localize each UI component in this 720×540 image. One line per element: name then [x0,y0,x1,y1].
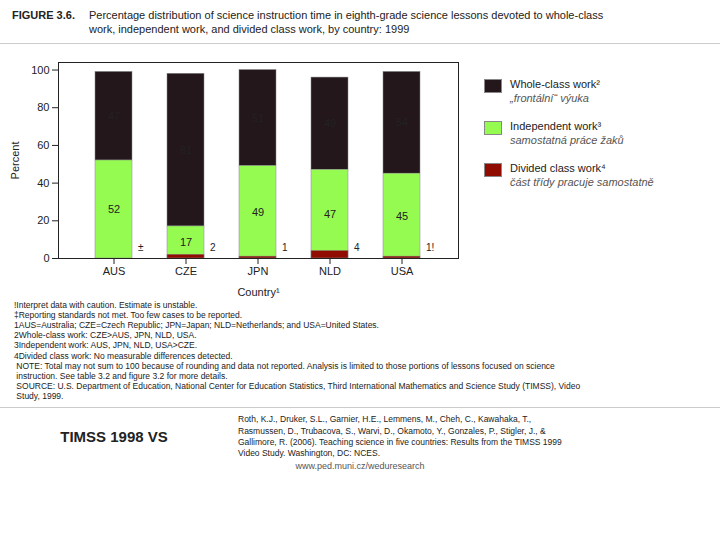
svg-text:NLD: NLD [319,265,341,277]
svg-text:Percent: Percent [9,141,21,179]
svg-text:45: 45 [396,209,408,221]
svg-text:80: 80 [37,101,49,113]
svg-text:USA: USA [391,265,414,277]
html-text:4Divided class work: No measur: 4Divided class work: No measurable diffe… [14,350,233,361]
html-text:FIGURE 3.6.: FIGURE 3.6. [12,9,75,21]
svg-text:54: 54 [396,116,408,128]
html-text:„frontální“ výuka: „frontální“ výuka [510,91,589,104]
html-text:Whole-class work²: Whole-class work² [510,77,600,90]
svg-text:52: 52 [108,203,120,215]
html-text:Roth, K.J., Druker, S.L., Garn: Roth, K.J., Druker, S.L., Garnier, H.E.,… [238,414,562,458]
svg-text:4: 4 [354,241,360,252]
svg-text:CZE: CZE [175,265,197,277]
html-text:instruction. See table 3.2 and: instruction. See table 3.2 and figure 3.… [14,370,228,381]
html-text:NOTE: Total may not sum to 100: NOTE: Total may not sum to 100 because o… [14,360,555,371]
svg-text:60: 60 [37,139,49,151]
svg-text:47: 47 [108,109,120,121]
html-text:Percentage distribution of sci: Percentage distribution of science instr… [89,9,604,36]
svg-text:1: 1 [282,241,288,252]
html-text:samostatná práce žaků: samostatná práce žaků [510,133,624,146]
html-text:Independent work³: Independent work³ [510,119,602,132]
html-text:‡Reporting standards not met.: ‡Reporting standards not met. Too few ca… [14,309,243,320]
svg-text:AUS: AUS [103,265,126,277]
html-text:1AUS=Australia; CZE=Czech Repu: 1AUS=Australia; CZE=Czech Republic; JPN=… [14,320,379,330]
html-text:3Independent work: AUS, JPN, N: 3Independent work: AUS, JPN, NLD, USA>CZ… [14,340,198,351]
svg-text:81: 81 [180,143,192,155]
svg-text:JPN: JPN [248,265,269,277]
html-text:Study, 1999.: Study, 1999. [14,391,64,402]
svg-text:49: 49 [252,205,264,217]
html-text:www.ped.muni.cz/weduresearch: www.ped.muni.cz/weduresearch [295,460,425,471]
svg-text:51: 51 [252,111,264,123]
svg-text:1!: 1! [426,241,434,252]
svg-text:17: 17 [180,236,192,248]
html-text:část třídy pracuje samostatně: část třídy pracuje samostatně [510,175,654,188]
html-text:Divided class work⁴: Divided class work⁴ [510,161,606,174]
svg-text:40: 40 [37,176,49,188]
html-text:TIMSS 1998 VS: TIMSS 1998 VS [60,428,168,446]
svg-text:±: ± [138,241,144,252]
svg-text:Country¹: Country¹ [237,285,280,297]
svg-text:49: 49 [324,117,336,129]
html-text:2Whole-class work: CZE>AUS, JP: 2Whole-class work: CZE>AUS, JPN, NLD, US… [14,330,197,341]
svg-text:0: 0 [43,252,49,264]
svg-text:2: 2 [210,241,216,252]
svg-text:47: 47 [324,207,336,219]
html-text:SOURCE: U.S. Department of Edu: SOURCE: U.S. Department of Education, Na… [14,381,581,392]
svg-text:20: 20 [37,214,49,226]
html-text:!Interpret data with caution.: !Interpret data with caution. Estimate i… [14,299,198,310]
svg-text:100: 100 [31,63,49,75]
